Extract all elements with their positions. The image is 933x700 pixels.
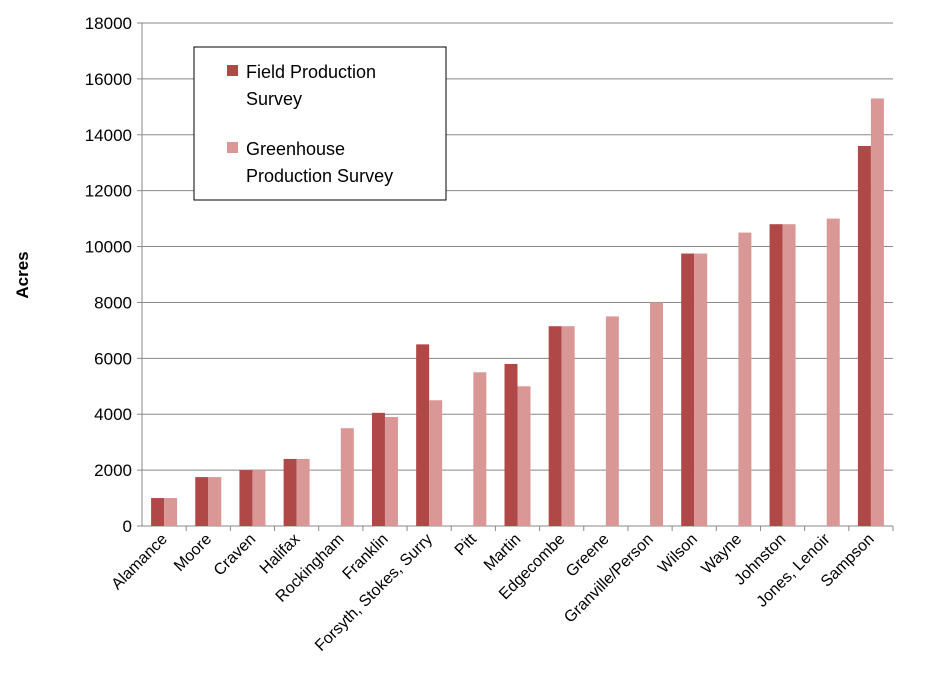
x-tick-label: Martin xyxy=(481,531,524,574)
bar-greenhouse xyxy=(164,498,178,526)
bar-greenhouse xyxy=(296,458,310,526)
bar-greenhouse xyxy=(208,477,222,526)
y-tick-label: 2000 xyxy=(94,461,132,480)
bar-greenhouse xyxy=(738,232,752,527)
bar-field xyxy=(371,412,385,526)
y-tick-label: 0 xyxy=(123,517,132,536)
bar-field xyxy=(283,458,297,526)
y-tick-label: 18000 xyxy=(85,14,132,33)
x-tick-label: Moore xyxy=(171,531,215,575)
bar-field xyxy=(195,477,209,526)
bar-field xyxy=(681,253,695,526)
x-tick-label: Alamance xyxy=(109,531,171,593)
y-tick-label: 4000 xyxy=(94,405,132,424)
bar-greenhouse xyxy=(782,224,796,526)
bar-greenhouse xyxy=(826,218,840,526)
bar-greenhouse xyxy=(384,417,398,526)
y-tick-label: 16000 xyxy=(85,70,132,89)
bar-greenhouse xyxy=(517,386,531,526)
bar-greenhouse xyxy=(561,326,575,526)
bar-greenhouse xyxy=(650,302,664,526)
y-tick-label: 6000 xyxy=(94,349,132,368)
legend-swatch-greenhouse xyxy=(227,142,238,153)
bar-field xyxy=(151,498,165,526)
legend-swatch-field xyxy=(227,65,238,76)
legend: Field Production Survey Greenhouse Product… xyxy=(193,46,447,201)
bar-greenhouse xyxy=(694,253,708,526)
y-tick-label: 8000 xyxy=(94,293,132,312)
bar-field xyxy=(769,224,783,526)
y-axis-label: Acres xyxy=(13,251,32,298)
bar-field xyxy=(504,363,518,526)
bar-greenhouse xyxy=(605,316,619,526)
y-tick-label: 14000 xyxy=(85,126,132,145)
bar-field xyxy=(857,145,871,526)
legend-label-field: Field Production Survey xyxy=(246,62,376,109)
bar-greenhouse xyxy=(870,98,884,526)
bar-field xyxy=(548,326,562,526)
bar-greenhouse xyxy=(473,372,487,526)
x-tick-label: Craven xyxy=(211,531,259,579)
bar-field xyxy=(239,470,253,526)
bar-greenhouse xyxy=(429,400,443,526)
y-tick-label: 10000 xyxy=(85,238,132,257)
legend-label-greenhouse: Greenhouse Production Survey xyxy=(246,139,393,186)
bar-greenhouse xyxy=(340,428,354,526)
x-tick-label: Wilson xyxy=(655,531,701,577)
bar-field xyxy=(416,344,430,526)
x-tick-label: Pitt xyxy=(452,530,481,559)
y-tick-label: 12000 xyxy=(85,182,132,201)
bar-greenhouse xyxy=(252,470,266,526)
